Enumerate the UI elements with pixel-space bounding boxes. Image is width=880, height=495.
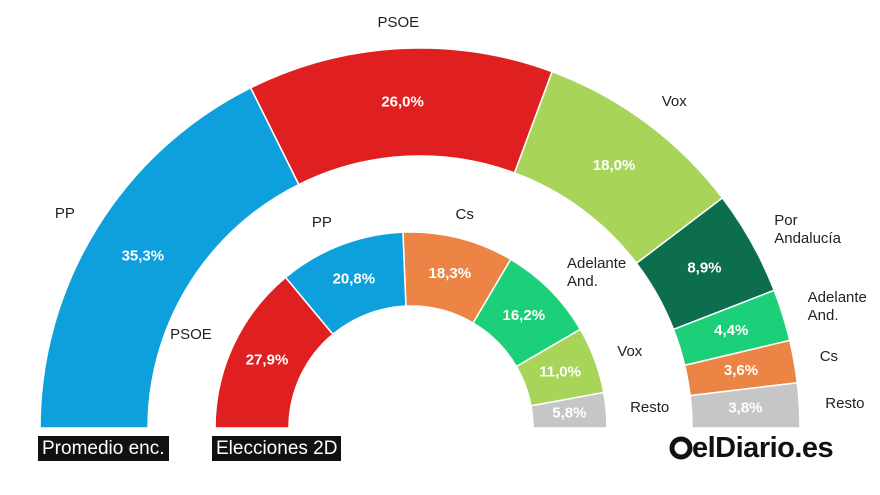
- segment: [249, 47, 554, 186]
- value-label: 4,4%: [714, 322, 748, 339]
- category-label: Adelante And.: [567, 254, 627, 290]
- brand-logo: elDiario.es: [692, 432, 834, 464]
- segment: [689, 381, 801, 429]
- category-label: Adelante And.: [807, 289, 867, 325]
- category-label: Cs: [819, 347, 839, 365]
- value-label: 3,6%: [724, 362, 758, 379]
- chart-title: Elecciones 2D: [212, 436, 342, 461]
- category-label: PSOE: [377, 13, 420, 31]
- value-label: 35,3%: [122, 247, 165, 264]
- category-label: Vox: [617, 342, 643, 360]
- segment: [530, 391, 608, 429]
- category-label: PP: [311, 213, 332, 231]
- value-label: 5,8%: [552, 405, 586, 422]
- value-label: 20,8%: [333, 271, 376, 288]
- value-label: 11,0%: [539, 364, 581, 381]
- value-label: 16,2%: [503, 307, 546, 324]
- category-label: Por Andalucía: [774, 211, 841, 247]
- category-label: PSOE: [170, 325, 212, 343]
- category-label: Resto: [825, 394, 865, 412]
- category-label: Cs: [455, 205, 474, 223]
- chart-title: Promedio enc.: [38, 436, 169, 461]
- value-label: 3,8%: [728, 400, 762, 417]
- value-label: 18,3%: [429, 265, 472, 282]
- value-label: 18,0%: [593, 157, 636, 174]
- logo-icon: [669, 436, 693, 460]
- value-label: 27,9%: [246, 351, 289, 368]
- category-label: Vox: [661, 92, 687, 110]
- value-label: 26,0%: [381, 93, 424, 110]
- category-label: PP: [54, 205, 75, 223]
- value-label: 8,9%: [687, 260, 721, 277]
- category-label: Resto: [630, 398, 670, 416]
